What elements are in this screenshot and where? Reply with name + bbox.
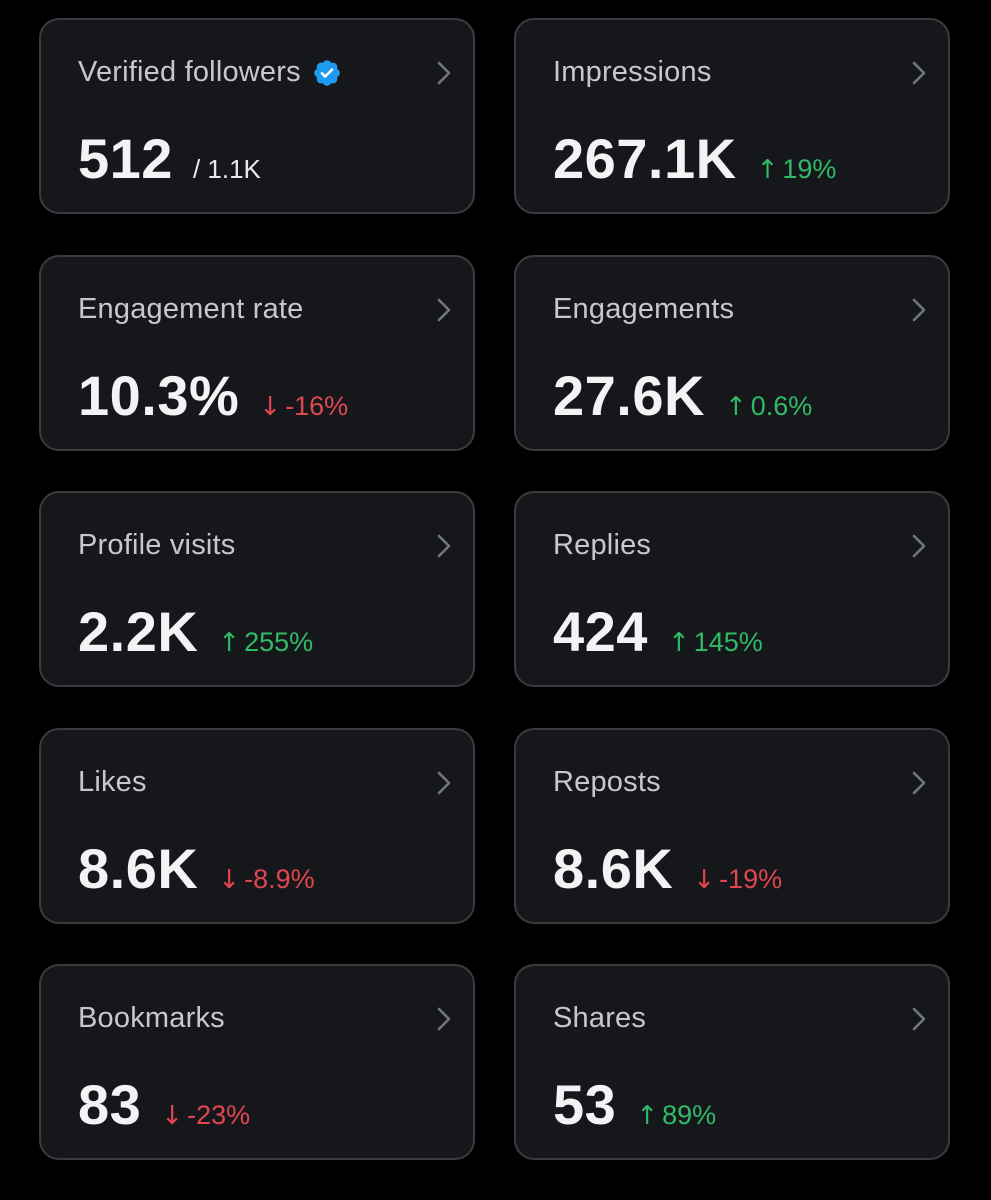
card-total: / 1.1K [192,154,261,184]
verified-badge-icon [314,59,340,86]
change-percent: -8.9% [244,864,315,894]
card-value: 2.2K [78,600,199,663]
card-value-row: 10.3% ↓ -16% [78,363,348,428]
arrow-down-icon: ↓ [259,392,282,422]
change-percent: 0.6% [750,391,813,421]
card-label: Impressions [553,56,712,88]
change-indicator: ↓ -19% [693,864,782,895]
card-likes[interactable]: Likes 8.6K ↓ -8.9% [39,728,475,924]
card-engagements[interactable]: Engagements 27.6K ↑ 0.6% [514,255,950,451]
card-label: Bookmarks [78,1002,225,1034]
card-value-row: 512 / 1.1K [78,126,261,191]
chevron-right-icon[interactable] [433,531,455,561]
chevron-right-icon[interactable] [908,58,930,88]
card-reposts[interactable]: Reposts 8.6K ↓ -19% [514,728,950,924]
change-percent: 19% [782,154,837,184]
arrow-up-icon: ↑ [756,155,779,185]
change-indicator: ↓ -16% [259,391,348,422]
chevron-right-icon[interactable] [908,1004,930,1034]
card-value-row: 8.6K ↓ -19% [553,836,782,901]
chevron-right-icon[interactable] [433,1004,455,1034]
arrow-up-icon: ↑ [667,628,690,658]
card-value-row: 27.6K ↑ 0.6% [553,363,812,428]
card-value-row: 8.6K ↓ -8.9% [78,836,315,901]
arrow-down-icon: ↓ [218,865,241,895]
card-value: 512 [78,127,173,190]
chevron-right-icon[interactable] [908,531,930,561]
arrow-up-icon: ↑ [636,1101,659,1131]
card-profile-visits[interactable]: Profile visits 2.2K ↑ 255% [39,491,475,687]
chevron-right-icon[interactable] [908,295,930,325]
card-impressions[interactable]: Impressions 267.1K ↑ 19% [514,18,950,214]
card-value: 10.3% [78,364,240,427]
card-verified-followers[interactable]: Verified followers 512 / 1.1K [39,18,475,214]
card-replies[interactable]: Replies 424 ↑ 145% [514,491,950,687]
card-shares[interactable]: Shares 53 ↑ 89% [514,964,950,1160]
change-percent: -23% [187,1100,251,1130]
change-percent: 145% [693,627,763,657]
card-value: 83 [78,1073,142,1136]
arrow-up-icon: ↑ [218,628,241,658]
card-engagement-rate[interactable]: Engagement rate 10.3% ↓ -16% [39,255,475,451]
arrow-down-icon: ↓ [161,1101,184,1131]
card-value-row: 424 ↑ 145% [553,599,763,664]
arrow-up-icon: ↑ [724,392,747,422]
card-label-text: Verified followers [78,56,301,88]
card-label: Reposts [553,766,661,798]
card-value-row: 267.1K ↑ 19% [553,126,836,191]
chevron-right-icon[interactable] [433,768,455,798]
card-value: 267.1K [553,127,737,190]
card-bookmarks[interactable]: Bookmarks 83 ↓ -23% [39,964,475,1160]
change-percent: 255% [244,627,314,657]
chevron-right-icon[interactable] [433,58,455,88]
card-value: 53 [553,1073,617,1136]
card-value: 8.6K [553,837,674,900]
card-label: Verified followers [78,56,342,89]
change-indicator: ↑ 89% [636,1100,716,1131]
card-label: Engagements [553,293,735,325]
card-label: Profile visits [78,529,236,561]
change-indicator: ↑ 19% [757,154,837,185]
card-value-row: 2.2K ↑ 255% [78,599,313,664]
card-label: Replies [553,529,652,561]
card-value: 8.6K [78,837,199,900]
card-value: 424 [553,600,648,663]
change-indicator: ↑ 255% [218,627,313,658]
card-label: Shares [553,1002,647,1034]
card-label: Likes [78,766,147,798]
change-indicator: ↓ -23% [161,1100,250,1131]
arrow-down-icon: ↓ [693,865,716,895]
card-value-row: 83 ↓ -23% [78,1072,250,1137]
change-indicator: ↑ 145% [668,627,763,658]
card-value-row: 53 ↑ 89% [553,1072,716,1137]
card-value: 27.6K [553,364,705,427]
chevron-right-icon[interactable] [908,768,930,798]
change-percent: -19% [719,864,783,894]
change-percent: 89% [662,1100,717,1130]
change-indicator: ↑ 0.6% [725,391,812,422]
change-indicator: ↓ -8.9% [218,864,314,895]
chevron-right-icon[interactable] [433,295,455,325]
card-label: Engagement rate [78,293,304,325]
change-percent: -16% [285,391,349,421]
